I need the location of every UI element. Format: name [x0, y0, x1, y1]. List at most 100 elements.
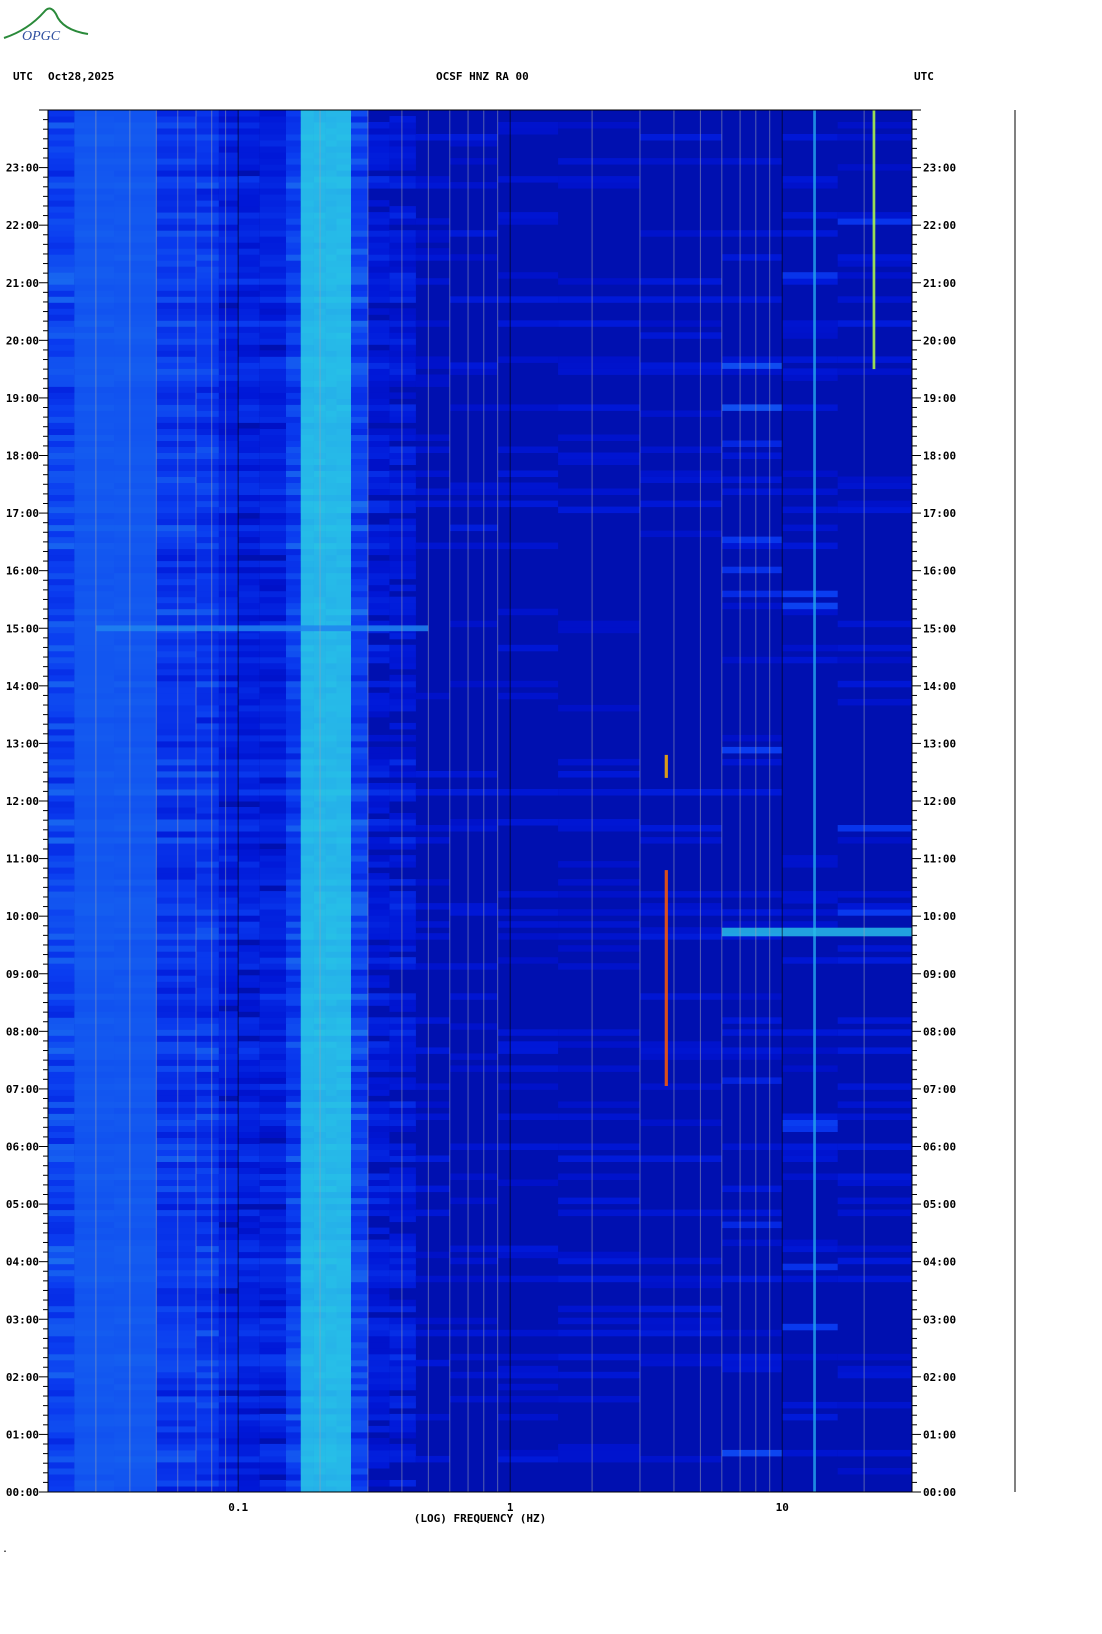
spectrogram-cell: [259, 698, 287, 706]
spectrogram-cell: [389, 813, 416, 820]
spectrogram-cell: [389, 620, 416, 628]
spectrogram-cell: [415, 230, 450, 237]
spectrogram-cell: [156, 1155, 197, 1162]
spectrogram-cell: [259, 1443, 287, 1451]
spectrogram-cell: [218, 134, 239, 141]
spectrogram-cell: [640, 296, 722, 303]
spectrogram-cell: [721, 452, 783, 459]
spectrogram-cell: [196, 1468, 219, 1475]
spectrogram-cell: [351, 554, 368, 562]
spectrogram-cell: [389, 1083, 416, 1090]
spectrogram-cell: [389, 752, 416, 760]
spectrogram-cell: [389, 356, 416, 363]
spectrogram-cell: [640, 1329, 722, 1337]
spectrogram-cell: [196, 975, 219, 982]
spectrogram-cell: [286, 987, 301, 994]
spectrogram-cell: [218, 236, 239, 243]
spectrogram-cell: [48, 428, 75, 435]
spectrogram-cell: [351, 909, 368, 916]
spectrogram-cell: [351, 704, 368, 712]
spectrogram-cell: [259, 212, 287, 219]
spectrogram-cell: [259, 764, 287, 772]
spectrogram-cell: [218, 164, 239, 171]
spectrogram-cell: [721, 440, 783, 447]
spectrogram-cell: [351, 734, 368, 742]
spectrogram-cell: [367, 1401, 390, 1409]
spectrogram-cell: [259, 734, 287, 742]
spectrogram-cell: [196, 1287, 219, 1295]
spectrogram-cell: [259, 1275, 287, 1283]
spectrogram-cell: [156, 783, 197, 790]
spectrogram-cell: [48, 1329, 75, 1337]
spectrogram-cell: [259, 969, 287, 976]
spectrogram-cell: [196, 1341, 219, 1349]
spectrogram-cell: [259, 476, 287, 483]
spectrogram-cell: [286, 933, 301, 940]
spectrogram-cell: [259, 374, 287, 381]
spectrogram-cell: [48, 1149, 75, 1156]
spectrogram-cell: [238, 873, 260, 880]
spectrogram-cell: [389, 158, 416, 165]
spectrogram-cell: [558, 626, 640, 634]
spectrogram-cell: [196, 795, 219, 802]
spectrogram-cell: [367, 764, 390, 772]
spectrogram-cell: [196, 861, 219, 868]
spectrogram-cell: [156, 1353, 197, 1361]
spectrogram-cell: [259, 1161, 287, 1168]
spectrogram-cell: [196, 1005, 219, 1012]
spectrogram-cell: [721, 602, 783, 610]
spectrogram-cell: [351, 362, 368, 369]
spectrogram-cell: [238, 867, 260, 874]
spectrogram-cell: [351, 1131, 368, 1138]
spectrogram-cell: [48, 578, 75, 586]
spectrogram-cell: [218, 1341, 239, 1349]
spectrogram-cell: [259, 1486, 287, 1493]
spectrogram-cell: [389, 825, 416, 832]
spectrogram-cell: [196, 230, 219, 237]
spectrogram-cell: [286, 248, 301, 255]
spectrogram-cell: [156, 1011, 197, 1018]
spectrogram-cell: [196, 1227, 219, 1235]
spectrogram-cell: [415, 1047, 450, 1054]
spectrogram-cell: [218, 1269, 239, 1277]
spectrogram-cell: [196, 1053, 219, 1060]
spectrogram-cell: [351, 506, 368, 514]
spectrogram-cell: [48, 1197, 75, 1205]
spectrogram-cell: [782, 320, 838, 327]
spectrogram-cell: [286, 771, 301, 778]
spectrogram-cell: [48, 284, 75, 291]
spectrogram-cell: [721, 542, 783, 550]
spectrogram-cell: [218, 879, 239, 886]
spectrogram-cell: [48, 116, 75, 123]
spectrogram-cell: [351, 410, 368, 417]
spectrogram-cell: [389, 332, 416, 339]
y-tick-label: 12:00: [923, 795, 956, 808]
spectrogram-cell: [286, 656, 301, 664]
spectrogram-cell: [389, 939, 416, 946]
spectrogram-cell: [286, 1443, 301, 1451]
spectrogram-cell: [389, 1305, 416, 1313]
spectrogram-cell: [196, 332, 219, 339]
spectrogram-cell: [286, 674, 301, 682]
spectrogram-cell: [48, 1179, 75, 1186]
spectrogram-cell: [415, 1209, 450, 1217]
spectrogram-cell: [238, 1191, 260, 1199]
spectrogram-cell: [351, 536, 368, 544]
spectrogram-cell: [156, 1281, 197, 1289]
y-tick-label: 05:00: [6, 1198, 39, 1211]
spectrogram-cell: [238, 1371, 260, 1379]
spectrogram-cell: [259, 1329, 287, 1337]
spectrogram-cell: [367, 704, 390, 712]
spectrogram-cell: [259, 686, 287, 694]
spectrogram-cell: [238, 524, 260, 532]
spectrogram-cell: [156, 278, 197, 285]
spectrogram-cell: [259, 338, 287, 345]
spectrogram-cell: [218, 1257, 239, 1265]
spectrogram-cell: [389, 314, 416, 321]
spectrogram-cell: [48, 1005, 75, 1012]
spectrogram-cell: [156, 698, 197, 706]
spectrogram-cell: [351, 128, 368, 135]
spectrogram-cell: [640, 1209, 722, 1217]
spectrogram-cell: [558, 122, 640, 129]
spectrogram-cell: [238, 308, 260, 315]
